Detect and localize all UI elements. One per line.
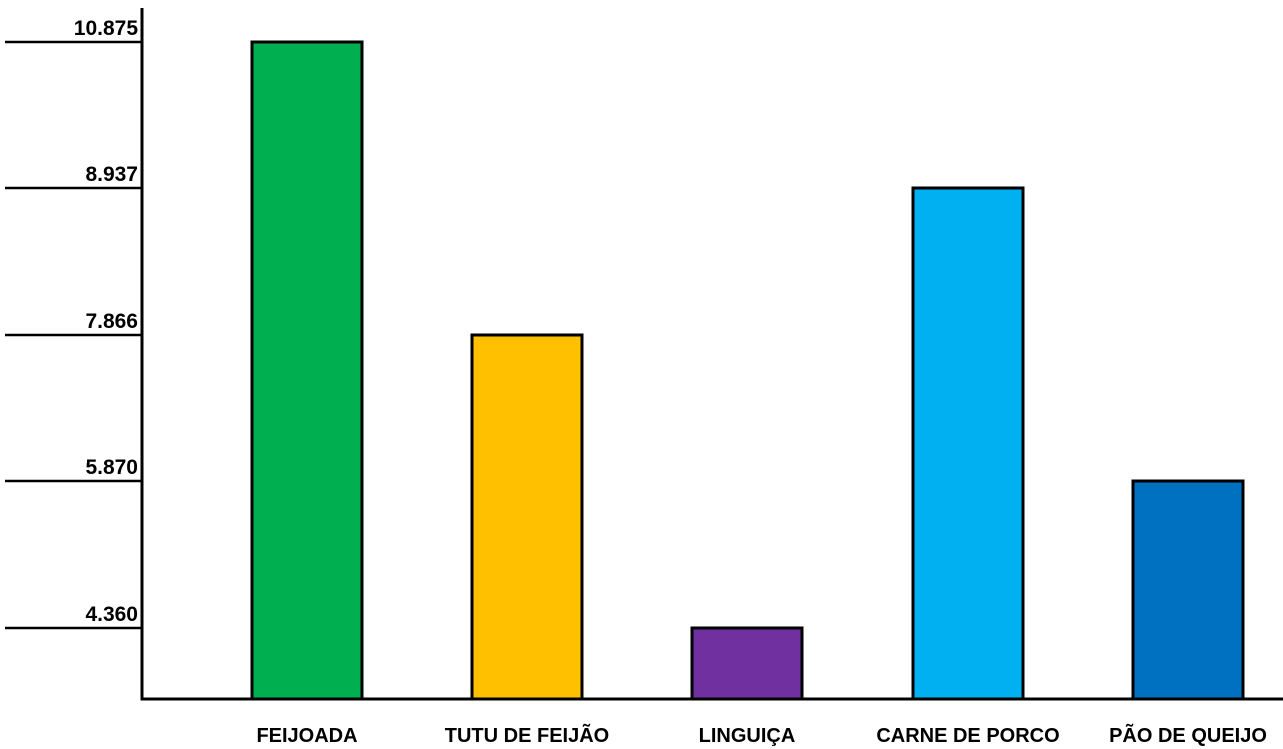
y-tick-label: 8.937: [85, 163, 138, 186]
category-label: TUTU DE FEIJÃO: [445, 724, 609, 747]
y-tick-label: 7.866: [85, 310, 138, 333]
bar: [911, 186, 1025, 701]
y-tick-label: 10.875: [74, 17, 139, 40]
bar: [250, 40, 364, 701]
category-label: FEIJOADA: [256, 725, 357, 747]
bar: [470, 333, 584, 701]
bars: [250, 40, 1245, 701]
bar: [690, 626, 804, 701]
category-labels: FEIJOADA TUTU DE FEIJÃO LINGUIÇA CARNE DE P…: [256, 724, 1266, 747]
bar: [1131, 479, 1245, 701]
y-tick-label: 5.870: [85, 456, 138, 479]
category-label: LINGUIÇA: [699, 725, 796, 747]
category-label: PÃO DE QUEIJO: [1109, 724, 1267, 747]
y-ticks: 10.875 8.937 7.866 5.870 4.360: [5, 17, 142, 630]
y-tick-label: 4.360: [85, 603, 138, 626]
category-label: CARNE DE PORCO: [876, 725, 1059, 747]
